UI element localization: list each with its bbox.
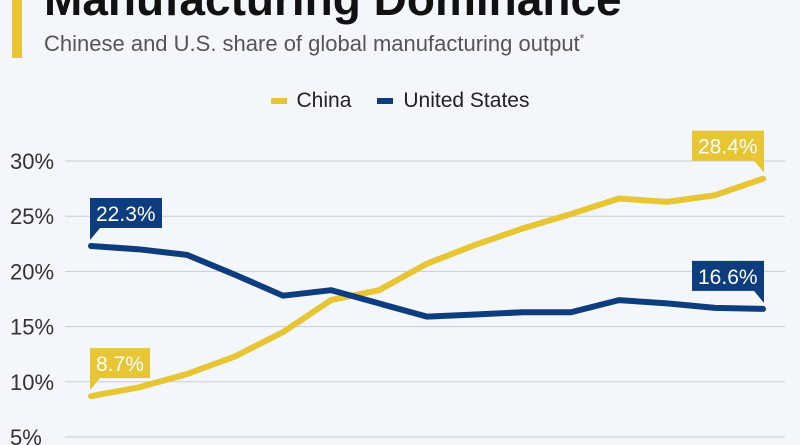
footnote-marker: * [579, 31, 585, 46]
y-tick-label: 30% [10, 149, 54, 174]
data-label-last: 16.6% [698, 266, 758, 289]
series-line-china [88, 175, 766, 400]
subtitle-text: Chinese and U.S. share of global manufac… [44, 31, 580, 56]
chart-subtitle: Chinese and U.S. share of global manufac… [44, 31, 584, 57]
legend: China United States [0, 89, 800, 113]
chart-title: Manufacturing Dominance [44, 0, 622, 26]
data-label-box [692, 260, 764, 303]
y-tick-label: 10% [10, 370, 54, 395]
series-line-us [88, 243, 766, 320]
y-tick-label: 20% [10, 259, 54, 284]
legend-label-china: China [296, 89, 352, 112]
y-tick-label: 5% [10, 425, 42, 445]
data-label-first: 22.3% [96, 203, 156, 226]
title-accent-bar [12, 0, 22, 58]
data-label-last: 28.4% [698, 136, 758, 159]
legend-label-us: United States [403, 89, 530, 112]
y-tick-label: 25% [10, 204, 54, 229]
legend-swatch-us [377, 98, 394, 104]
legend-swatch-china [270, 98, 287, 104]
data-label-box [90, 348, 150, 391]
y-tick-label: 15% [10, 315, 54, 340]
data-label-box [692, 130, 764, 173]
data-label-box [90, 198, 162, 241]
legend-item-china: China [270, 89, 352, 113]
data-label-first: 8.7% [96, 353, 144, 376]
legend-item-us: United States [377, 89, 529, 113]
